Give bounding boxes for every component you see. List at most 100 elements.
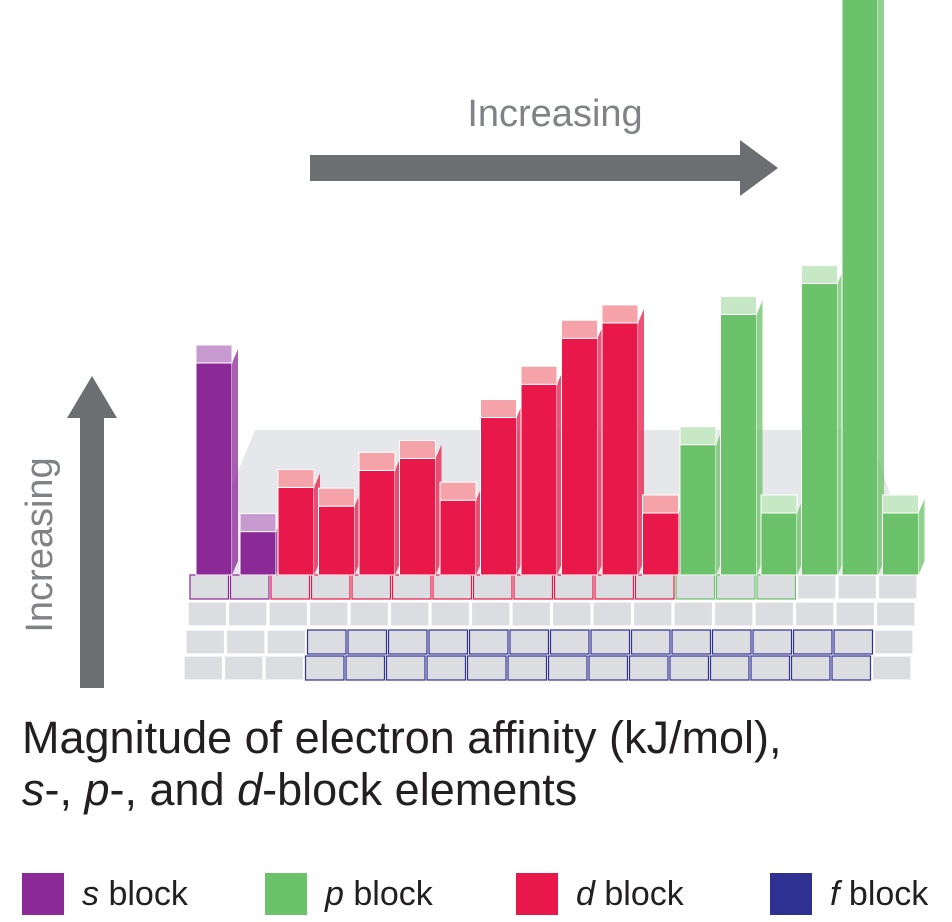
floor-cell — [547, 655, 588, 681]
bar-d-5 — [480, 399, 523, 576]
floor-cell — [833, 629, 874, 655]
bar-p-2-front — [760, 512, 798, 576]
floor-cell — [831, 655, 872, 681]
bar-s-1-front — [239, 531, 277, 576]
bar-p-2-cap — [760, 494, 798, 514]
floor-cell — [588, 655, 629, 681]
horizontal-arrow-label: Increasing — [467, 93, 642, 135]
floor-cell — [837, 574, 878, 600]
floor-cell — [189, 574, 230, 600]
title-line-2: s-, p-, and d-block elements — [22, 764, 578, 815]
floor-cell — [750, 655, 791, 681]
floor-cell — [268, 601, 309, 627]
bar-d-1 — [318, 487, 361, 576]
floor-cell — [671, 629, 712, 655]
floor-cell — [877, 574, 918, 600]
floor-cell — [875, 601, 916, 627]
bar-d-2 — [358, 451, 401, 576]
legend-swatch-s — [22, 873, 64, 915]
floor-cell — [756, 574, 797, 600]
vertical-increasing-arrow — [67, 376, 117, 688]
bar-d-7-front — [561, 337, 598, 576]
floor-cell — [470, 601, 511, 627]
electron-affinity-3d-chart: Increasing Increasing — [19, 0, 925, 688]
floor-cell — [592, 601, 633, 627]
bar-p-5-cap — [882, 494, 919, 514]
bar-d-9-cap — [642, 494, 679, 514]
floor-cell — [594, 574, 635, 600]
bar-d-2-cap — [358, 451, 396, 471]
bar-d-3-front — [399, 457, 436, 576]
floor-cell — [430, 601, 471, 627]
horizontal-increasing-arrow — [310, 140, 778, 196]
floor-cell — [345, 655, 386, 681]
floor-cell — [389, 601, 430, 627]
bar-s-1-cap — [239, 513, 277, 533]
floor-cell — [428, 629, 469, 655]
bar-d-5-cap — [480, 399, 517, 419]
bar-p-0-cap — [679, 426, 717, 446]
floor-cell — [630, 629, 671, 655]
floor-cell — [632, 601, 673, 627]
floor-cell — [634, 574, 675, 600]
floor-cell — [225, 629, 266, 655]
floor-cell — [713, 601, 754, 627]
bar-p-2 — [760, 494, 803, 576]
floor-cell — [669, 655, 710, 681]
bar-d-2-front — [358, 469, 396, 576]
floor-cell — [549, 629, 590, 655]
bars-group — [195, 0, 925, 576]
bar-d-1-cap — [318, 487, 355, 507]
floor-cell — [223, 655, 264, 681]
bar-d-4-front — [439, 499, 477, 576]
bar-s-0 — [195, 344, 238, 576]
bar-p-0-front — [679, 444, 717, 576]
bar-p-4-side — [878, 0, 884, 575]
bar-d-3 — [399, 439, 442, 576]
floor-cell — [628, 655, 669, 681]
floor-cell — [796, 574, 837, 600]
floor-cell — [551, 601, 592, 627]
floor-cell — [590, 629, 631, 655]
floor-cell — [468, 629, 509, 655]
floor-cell — [347, 629, 388, 655]
floor-cell — [871, 655, 912, 681]
bar-d-8-cap — [601, 304, 639, 324]
floor-cell — [472, 574, 513, 600]
bar-d-6-cap — [520, 365, 558, 385]
vertical-arrow-label: Increasing — [19, 457, 61, 632]
floor-cell — [754, 601, 795, 627]
bar-s-0-front — [195, 362, 233, 576]
bar-p-5-side — [918, 499, 925, 575]
floor-cell — [752, 629, 793, 655]
bar-p-3 — [801, 265, 844, 576]
floor-cell — [873, 629, 914, 655]
title-line-1: Magnitude of electron affinity (kJ/mol), — [22, 712, 782, 763]
floor-cell — [715, 574, 756, 600]
bar-d-6-front — [520, 383, 558, 576]
floor-cell — [185, 629, 226, 655]
bar-s-1 — [239, 513, 282, 576]
bar-p-5-front — [882, 512, 919, 576]
bar-p-5 — [882, 494, 925, 576]
bar-p-1-cap — [720, 295, 757, 315]
floor-cell — [183, 655, 224, 681]
floor-cell — [511, 601, 552, 627]
bar-d-4-cap — [439, 481, 477, 501]
floor-cell — [306, 629, 347, 655]
bar-d-0 — [277, 468, 320, 576]
floor-cell — [709, 655, 750, 681]
bar-d-8-front — [601, 322, 639, 576]
bar-d-0-cap — [277, 468, 315, 488]
floor-cell — [432, 574, 473, 600]
bar-s-0-cap — [195, 344, 233, 364]
bar-d-4 — [439, 481, 482, 576]
floor-cell — [391, 574, 432, 600]
floor-cell — [794, 601, 835, 627]
floor-cell — [227, 601, 268, 627]
floor-cell — [349, 601, 390, 627]
bar-p-1-front — [720, 313, 757, 576]
legend-item-f-block: f block — [770, 872, 928, 916]
bar-d-3-cap — [399, 439, 436, 459]
floor-cell — [266, 629, 307, 655]
